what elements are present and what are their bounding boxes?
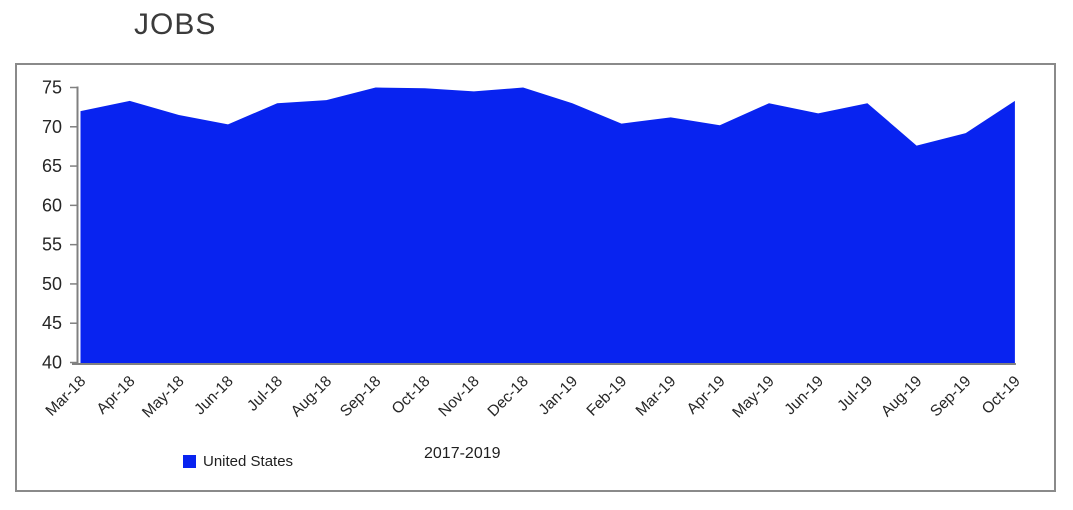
footnote-years: 2017-2019	[424, 445, 501, 462]
x-tick-label: Feb-19	[584, 373, 631, 420]
x-tick-label: Mar-18	[43, 373, 90, 420]
x-tick-label: Aug-18	[288, 373, 335, 420]
area-series-united-states	[80, 87, 1015, 363]
x-tick-label: Nov-18	[435, 373, 482, 420]
x-tick-label: Oct-18	[389, 373, 434, 418]
legend: United States	[183, 453, 293, 470]
x-tick-label: Apr-19	[684, 373, 729, 418]
x-tick-label: Oct-19	[979, 373, 1024, 418]
x-tick-label: Apr-18	[94, 373, 139, 418]
y-tick-label: 60	[42, 195, 62, 215]
x-tick-label: Jun-19	[781, 373, 827, 419]
y-tick-label: 40	[42, 353, 62, 373]
y-tick-label: 55	[42, 235, 62, 255]
x-tick-label: Jun-18	[191, 373, 237, 419]
chart-title: JOBS	[134, 8, 217, 41]
legend-swatch-united-states	[183, 455, 196, 468]
x-tick-label: Sep-18	[337, 373, 384, 420]
legend-label-united-states: United States	[203, 453, 294, 470]
x-tick-label: May-18	[139, 373, 188, 422]
x-tick-label: Jul-19	[834, 373, 876, 415]
y-tick-label: 70	[42, 117, 62, 137]
x-tick-label: Sep-19	[927, 373, 974, 420]
y-tick-label: 65	[42, 156, 62, 176]
y-tick-label: 45	[42, 313, 62, 333]
y-tick-label: 50	[42, 274, 62, 294]
x-tick-label: Jul-18	[244, 373, 286, 415]
x-tick-label: Dec-18	[485, 373, 532, 420]
x-tick-label: May-19	[729, 373, 778, 422]
x-tick-label: Jan-19	[536, 373, 582, 419]
x-tick-label: Aug-19	[878, 373, 925, 420]
y-tick-label: 75	[42, 78, 62, 98]
x-tick-label: Mar-19	[633, 373, 680, 420]
